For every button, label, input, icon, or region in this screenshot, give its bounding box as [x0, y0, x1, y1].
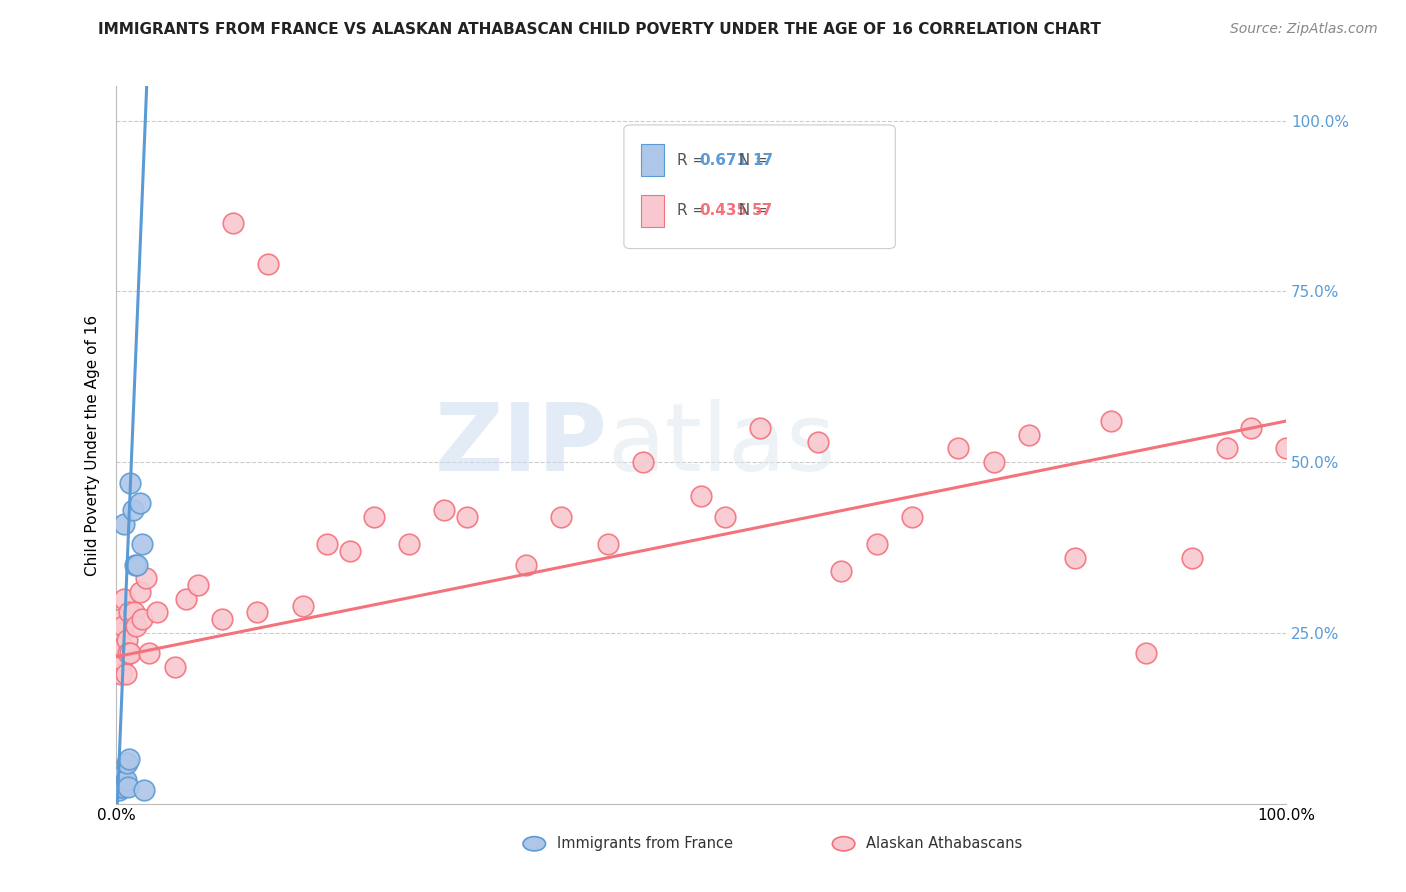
Point — [713, 509, 735, 524]
Point — [807, 434, 830, 449]
Point — [1135, 646, 1157, 660]
Point — [246, 605, 269, 619]
Point — [107, 783, 129, 797]
Point — [117, 646, 139, 660]
Point — [115, 756, 138, 770]
Point — [1240, 421, 1263, 435]
Point — [596, 537, 619, 551]
Point — [112, 780, 135, 794]
Point — [108, 660, 131, 674]
Text: ZIP: ZIP — [434, 399, 607, 491]
Point — [110, 666, 132, 681]
Point — [138, 646, 160, 660]
Text: atlas: atlas — [607, 399, 835, 491]
Point — [107, 646, 129, 660]
Point — [948, 442, 970, 456]
Point — [146, 605, 169, 619]
Point — [110, 625, 132, 640]
Point — [124, 558, 146, 572]
Text: 0.671: 0.671 — [699, 153, 747, 168]
Text: N =: N = — [728, 203, 772, 219]
Point — [900, 509, 922, 524]
Point — [515, 558, 537, 572]
Point — [127, 558, 149, 572]
Point — [115, 632, 138, 647]
Point — [128, 496, 150, 510]
Point — [108, 780, 131, 794]
Point — [110, 776, 132, 790]
Point — [112, 619, 135, 633]
Text: 17: 17 — [752, 153, 773, 168]
Point — [114, 591, 136, 606]
Point — [114, 666, 136, 681]
Point — [865, 537, 887, 551]
Text: R =: R = — [678, 153, 710, 168]
Text: R =: R = — [678, 203, 710, 219]
Point — [125, 619, 148, 633]
Point — [120, 475, 142, 490]
Point — [1018, 427, 1040, 442]
Point — [107, 632, 129, 647]
Point — [131, 537, 153, 551]
Point — [112, 640, 135, 654]
Point — [433, 503, 456, 517]
Text: 0.435: 0.435 — [699, 203, 747, 219]
Point — [222, 216, 245, 230]
Text: Immigrants from France: Immigrants from France — [557, 837, 733, 851]
Text: 57: 57 — [752, 203, 773, 219]
Point — [131, 612, 153, 626]
Point — [690, 489, 713, 503]
Point — [121, 503, 143, 517]
Point — [114, 516, 136, 531]
Text: Alaskan Athabascans: Alaskan Athabascans — [866, 837, 1022, 851]
Point — [120, 646, 142, 660]
Point — [292, 599, 315, 613]
Point — [111, 769, 134, 783]
Point — [748, 421, 770, 435]
Text: N =: N = — [728, 153, 772, 168]
Point — [315, 537, 337, 551]
Point — [163, 660, 186, 674]
Y-axis label: Child Poverty Under the Age of 16: Child Poverty Under the Age of 16 — [86, 314, 100, 575]
Point — [1275, 442, 1298, 456]
Point — [176, 591, 198, 606]
Point — [1099, 414, 1122, 428]
Text: IMMIGRANTS FROM FRANCE VS ALASKAN ATHABASCAN CHILD POVERTY UNDER THE AGE OF 16 C: IMMIGRANTS FROM FRANCE VS ALASKAN ATHABA… — [98, 22, 1101, 37]
Point — [550, 509, 572, 524]
Point — [128, 585, 150, 599]
Point — [1216, 442, 1239, 456]
Point — [631, 455, 654, 469]
Point — [830, 565, 852, 579]
Point — [456, 509, 478, 524]
Point — [363, 509, 385, 524]
Point — [134, 571, 156, 585]
Point — [111, 653, 134, 667]
Point — [134, 783, 156, 797]
Point — [114, 772, 136, 787]
Point — [1064, 550, 1087, 565]
Point — [1181, 550, 1204, 565]
Point — [108, 612, 131, 626]
Point — [398, 537, 420, 551]
Point — [339, 544, 361, 558]
Point — [117, 780, 139, 794]
Point — [211, 612, 233, 626]
Point — [118, 605, 141, 619]
Point — [983, 455, 1005, 469]
Point — [187, 578, 209, 592]
Point — [118, 752, 141, 766]
Point — [257, 257, 280, 271]
Point — [122, 605, 145, 619]
Text: Source: ZipAtlas.com: Source: ZipAtlas.com — [1230, 22, 1378, 37]
